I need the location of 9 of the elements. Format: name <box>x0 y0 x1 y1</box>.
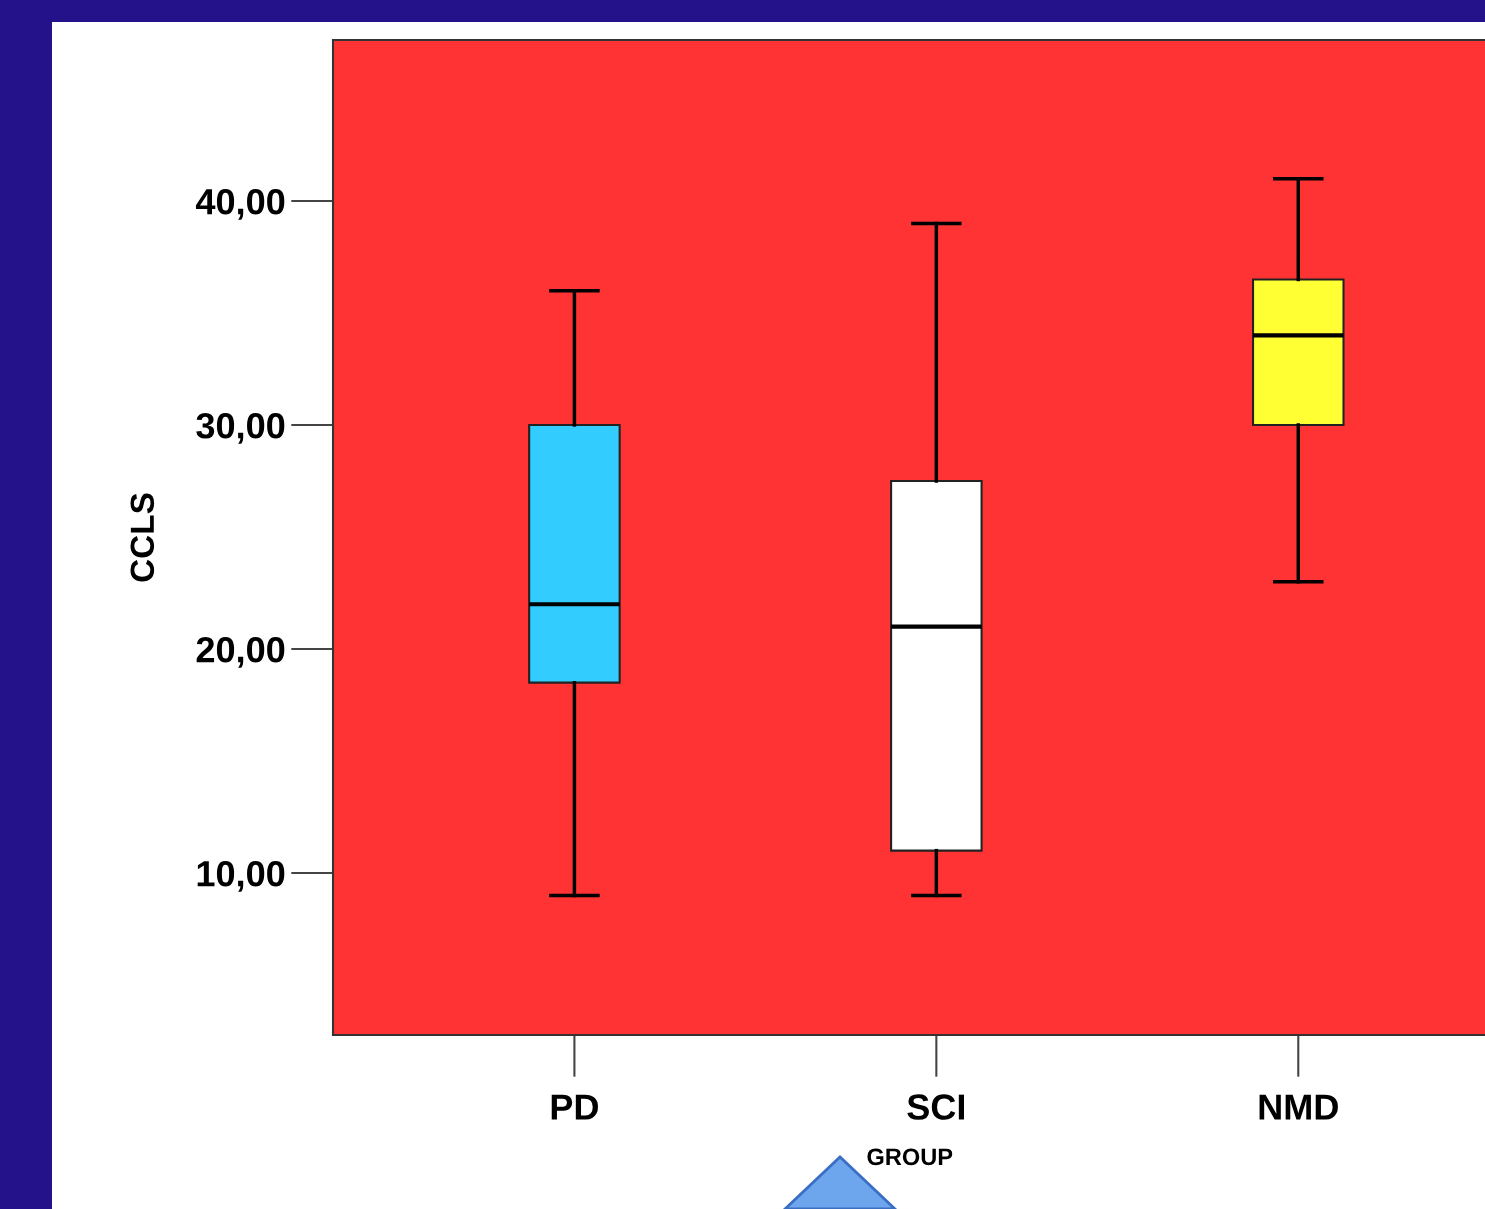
x-tick-label: NMD <box>1259 1094 1338 1120</box>
x-tick-label: PD <box>551 1094 598 1120</box>
x-axis-title: GROUP <box>867 1148 953 1166</box>
y-axis-title: CCLS <box>130 493 155 582</box>
y-tick-label: 20,00 <box>196 636 285 668</box>
x-tick-label: SCI <box>907 1094 965 1120</box>
y-tick-label: 30,00 <box>196 412 285 444</box>
y-tick-label: 40,00 <box>195 188 285 220</box>
y-tick-label: 10,00 <box>197 860 285 892</box>
